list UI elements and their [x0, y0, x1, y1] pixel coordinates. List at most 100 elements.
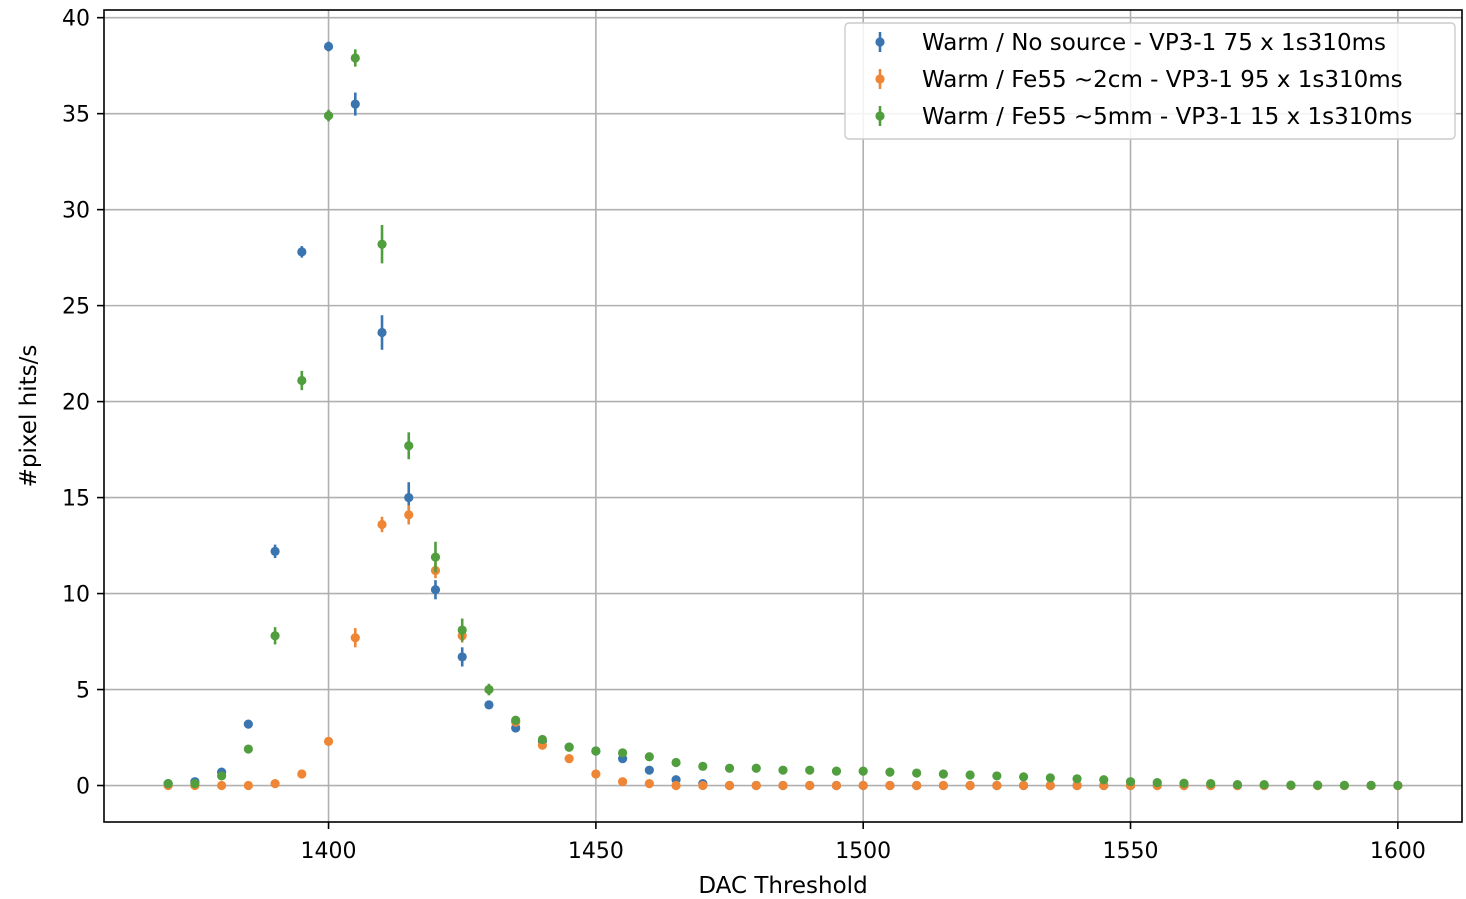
x-tick-label: 1500	[835, 839, 891, 864]
data-point	[1286, 780, 1296, 790]
plot-background	[104, 10, 1462, 822]
data-point	[270, 631, 280, 641]
legend-entry: Warm / No source - VP3-1 75 x 1s310ms	[922, 30, 1386, 56]
data-point	[644, 779, 654, 789]
data-point	[484, 684, 494, 695]
data-point	[243, 744, 253, 754]
data-point	[564, 754, 574, 764]
y-tick-label: 0	[76, 775, 90, 800]
data-point	[1179, 778, 1189, 788]
data-point	[938, 780, 948, 791]
data-point	[457, 625, 467, 635]
axes: 1400 1450 1500 1550 1600 0 5 10 15 20 25 30 35 40	[62, 7, 1426, 864]
data-point	[992, 771, 1002, 781]
data-point	[243, 719, 253, 729]
data-point	[537, 734, 548, 745]
data-point	[1099, 775, 1109, 785]
data-point	[1206, 779, 1216, 789]
data-point	[831, 766, 842, 776]
data-point	[805, 765, 815, 775]
data-point	[323, 736, 334, 746]
data-point	[430, 585, 441, 595]
data-point	[644, 765, 654, 775]
data-point	[297, 769, 307, 779]
data-point	[163, 779, 173, 789]
data-point	[1313, 780, 1323, 790]
data-point	[377, 239, 387, 249]
y-tick-label: 15	[62, 487, 90, 512]
data-point	[1366, 780, 1376, 790]
legend-frame	[844, 22, 1456, 140]
y-tick-label: 5	[76, 679, 90, 704]
data-point	[243, 780, 253, 791]
data-point	[858, 780, 868, 791]
data-point	[217, 780, 227, 791]
data-point	[1018, 772, 1029, 782]
data-point	[1072, 774, 1082, 784]
data-point	[591, 746, 601, 756]
data-point	[377, 519, 387, 530]
x-tick-label: 1450	[568, 839, 624, 864]
x-tick-label: 1600	[1370, 839, 1426, 864]
legend-marker	[875, 74, 885, 84]
data-point	[564, 742, 574, 752]
series-3	[163, 49, 1403, 790]
data-point	[350, 53, 360, 63]
data-point	[644, 752, 654, 762]
grid	[104, 10, 1462, 822]
series-layer	[163, 41, 1403, 791]
data-point	[698, 761, 708, 771]
data-point	[270, 779, 280, 789]
data-point	[671, 780, 681, 791]
data-point	[1045, 780, 1055, 791]
y-axis-label: #pixel hits/s	[16, 345, 42, 488]
data-point	[457, 652, 467, 662]
data-point	[992, 780, 1002, 791]
data-point	[965, 780, 975, 791]
data-point	[430, 552, 441, 562]
legend-entry: Warm / Fe55 ~2cm - VP3-1 95 x 1s310ms	[922, 67, 1403, 93]
data-point	[805, 780, 815, 791]
legend-entry: Warm / Fe55 ~5mm - VP3-1 15 x 1s310ms	[922, 104, 1412, 130]
x-tick-label: 1400	[301, 839, 357, 864]
data-point	[724, 763, 735, 773]
data-point	[778, 765, 788, 775]
data-point	[1125, 777, 1136, 787]
data-point	[270, 546, 280, 556]
data-point	[885, 780, 895, 791]
data-point	[618, 748, 628, 758]
data-point	[404, 441, 414, 451]
data-point	[297, 247, 307, 257]
data-point	[778, 780, 788, 791]
data-point	[671, 757, 681, 768]
legend-marker	[875, 111, 885, 121]
data-point	[404, 510, 414, 520]
y-tick-label: 30	[62, 199, 90, 224]
x-axis-label: DAC Threshold	[698, 873, 867, 899]
data-point	[751, 763, 761, 773]
data-point	[404, 492, 414, 503]
data-point	[350, 633, 360, 643]
data-point	[350, 99, 360, 109]
data-point	[858, 766, 868, 776]
data-point	[217, 771, 227, 781]
y-tick-label: 35	[62, 103, 90, 128]
data-point	[377, 327, 387, 338]
data-point	[323, 110, 334, 121]
y-tick-label: 10	[62, 583, 90, 608]
data-point	[724, 780, 735, 791]
data-point	[1045, 773, 1055, 783]
data-point	[965, 770, 975, 780]
data-point	[591, 769, 601, 779]
x-tick-label: 1550	[1103, 839, 1159, 864]
data-point	[912, 780, 922, 791]
y-tick-label: 40	[62, 7, 90, 32]
data-point	[885, 767, 895, 777]
data-point	[698, 780, 708, 791]
y-tick-label: 25	[62, 295, 90, 320]
data-point	[751, 780, 761, 791]
data-point	[1232, 779, 1243, 790]
data-point	[1152, 778, 1162, 788]
data-point	[190, 779, 200, 789]
